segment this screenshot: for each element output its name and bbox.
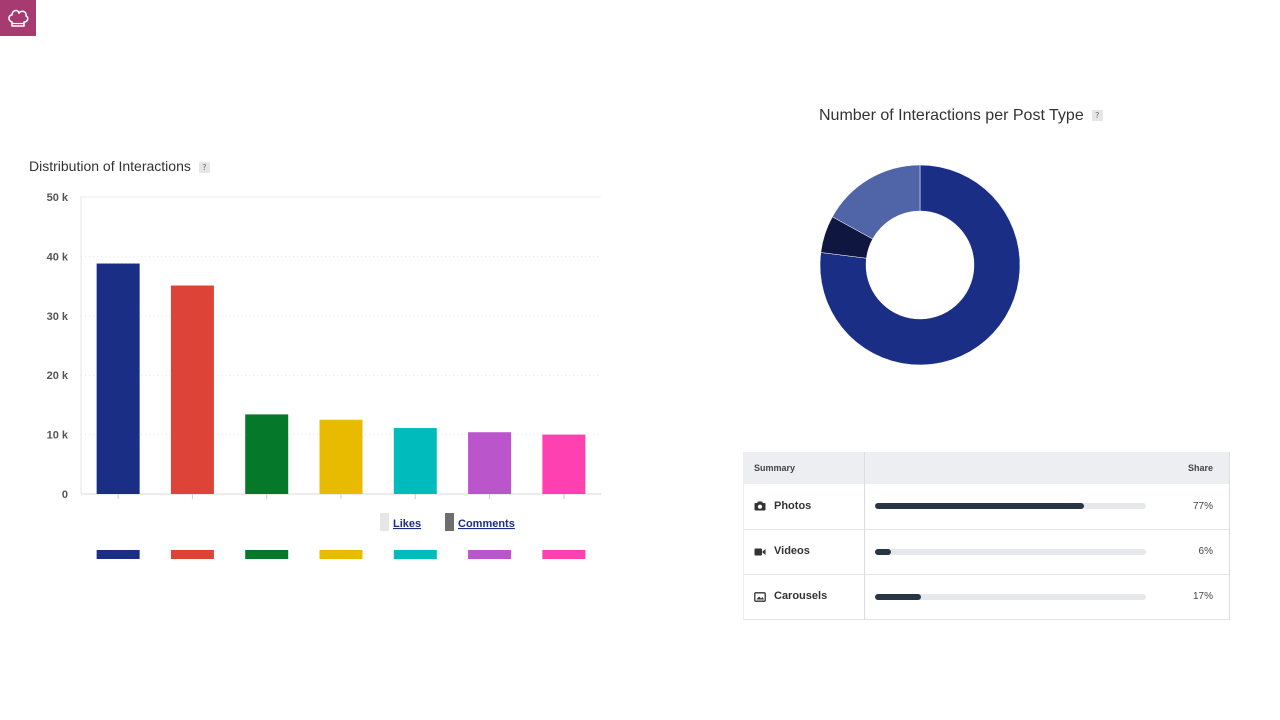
help-icon[interactable]: ?	[198, 161, 210, 173]
summary-table: Summary Share Photos 77% Videos 6%	[743, 452, 1230, 620]
camera-icon	[754, 501, 766, 511]
bar[interactable]	[468, 432, 512, 494]
category-color-strip	[542, 550, 586, 559]
share-bar-fill	[874, 548, 892, 555]
y-tick-label: 0	[62, 489, 68, 501]
donut-slice[interactable]	[819, 164, 1021, 366]
image-icon	[754, 591, 766, 602]
category-color-strip	[170, 550, 214, 559]
y-tick-label: 10 k	[47, 430, 69, 442]
bar[interactable]	[319, 419, 363, 494]
bar[interactable]	[393, 428, 437, 494]
app-logo[interactable]	[0, 0, 36, 36]
y-tick-label: 40 k	[47, 251, 69, 263]
share-bar-fill	[874, 503, 1084, 510]
post-type-title-text: Number of Interactions per Post Type	[819, 107, 1084, 124]
distribution-title-text: Distribution of Interactions	[29, 158, 191, 174]
share-bar-fill	[874, 593, 921, 600]
category-color-strip	[319, 550, 363, 559]
legend-swatch[interactable]	[380, 513, 389, 531]
legend-swatch[interactable]	[445, 513, 454, 531]
donut-slice[interactable]	[832, 164, 921, 240]
summary-header-row: Summary Share	[743, 452, 1230, 484]
post-type-donut-chart	[819, 164, 1021, 366]
video-camera-icon	[754, 548, 766, 556]
share-bar-track	[874, 548, 1146, 555]
bar[interactable]	[96, 263, 140, 494]
category-color-strip	[468, 550, 512, 559]
summary-column-header[interactable]: Summary	[743, 452, 865, 484]
share-bar-track	[874, 593, 1146, 600]
share-value: 77%	[1155, 484, 1230, 529]
bar[interactable]	[542, 434, 586, 494]
row-label: Videos	[774, 545, 810, 558]
summary-row-photos: Photos 77%	[743, 484, 1230, 529]
summary-row-carousels: Carousels 17%	[743, 574, 1230, 619]
category-color-strip	[96, 550, 140, 559]
post-type-chart-title: Number of Interactions per Post Type?	[819, 107, 1103, 125]
category-color-strip	[245, 550, 289, 559]
category-color-strip	[393, 550, 437, 559]
row-label: Photos	[774, 500, 812, 513]
distribution-bar-chart: 0 10 k 20 k 30 k 40 k 50 k Likes Comments	[47, 192, 601, 559]
y-tick-label: 50 k	[47, 192, 69, 204]
share-column-header[interactable]: Share	[1155, 452, 1230, 484]
distribution-chart-title: Distribution of Interactions?	[29, 158, 210, 174]
legend-label[interactable]: Comments	[458, 518, 515, 530]
y-tick-label: 30 k	[47, 311, 69, 323]
help-icon[interactable]: ?	[1091, 110, 1103, 122]
share-value: 6%	[1155, 529, 1230, 574]
share-value: 17%	[1155, 574, 1230, 619]
y-tick-label: 20 k	[47, 370, 69, 382]
bar[interactable]	[245, 414, 289, 494]
row-label: Carousels	[774, 590, 828, 603]
summary-row-videos: Videos 6%	[743, 529, 1230, 574]
legend-label[interactable]: Likes	[393, 518, 421, 530]
share-bar-track	[874, 503, 1146, 510]
bar[interactable]	[170, 285, 214, 494]
chef-hat-icon	[8, 9, 29, 27]
